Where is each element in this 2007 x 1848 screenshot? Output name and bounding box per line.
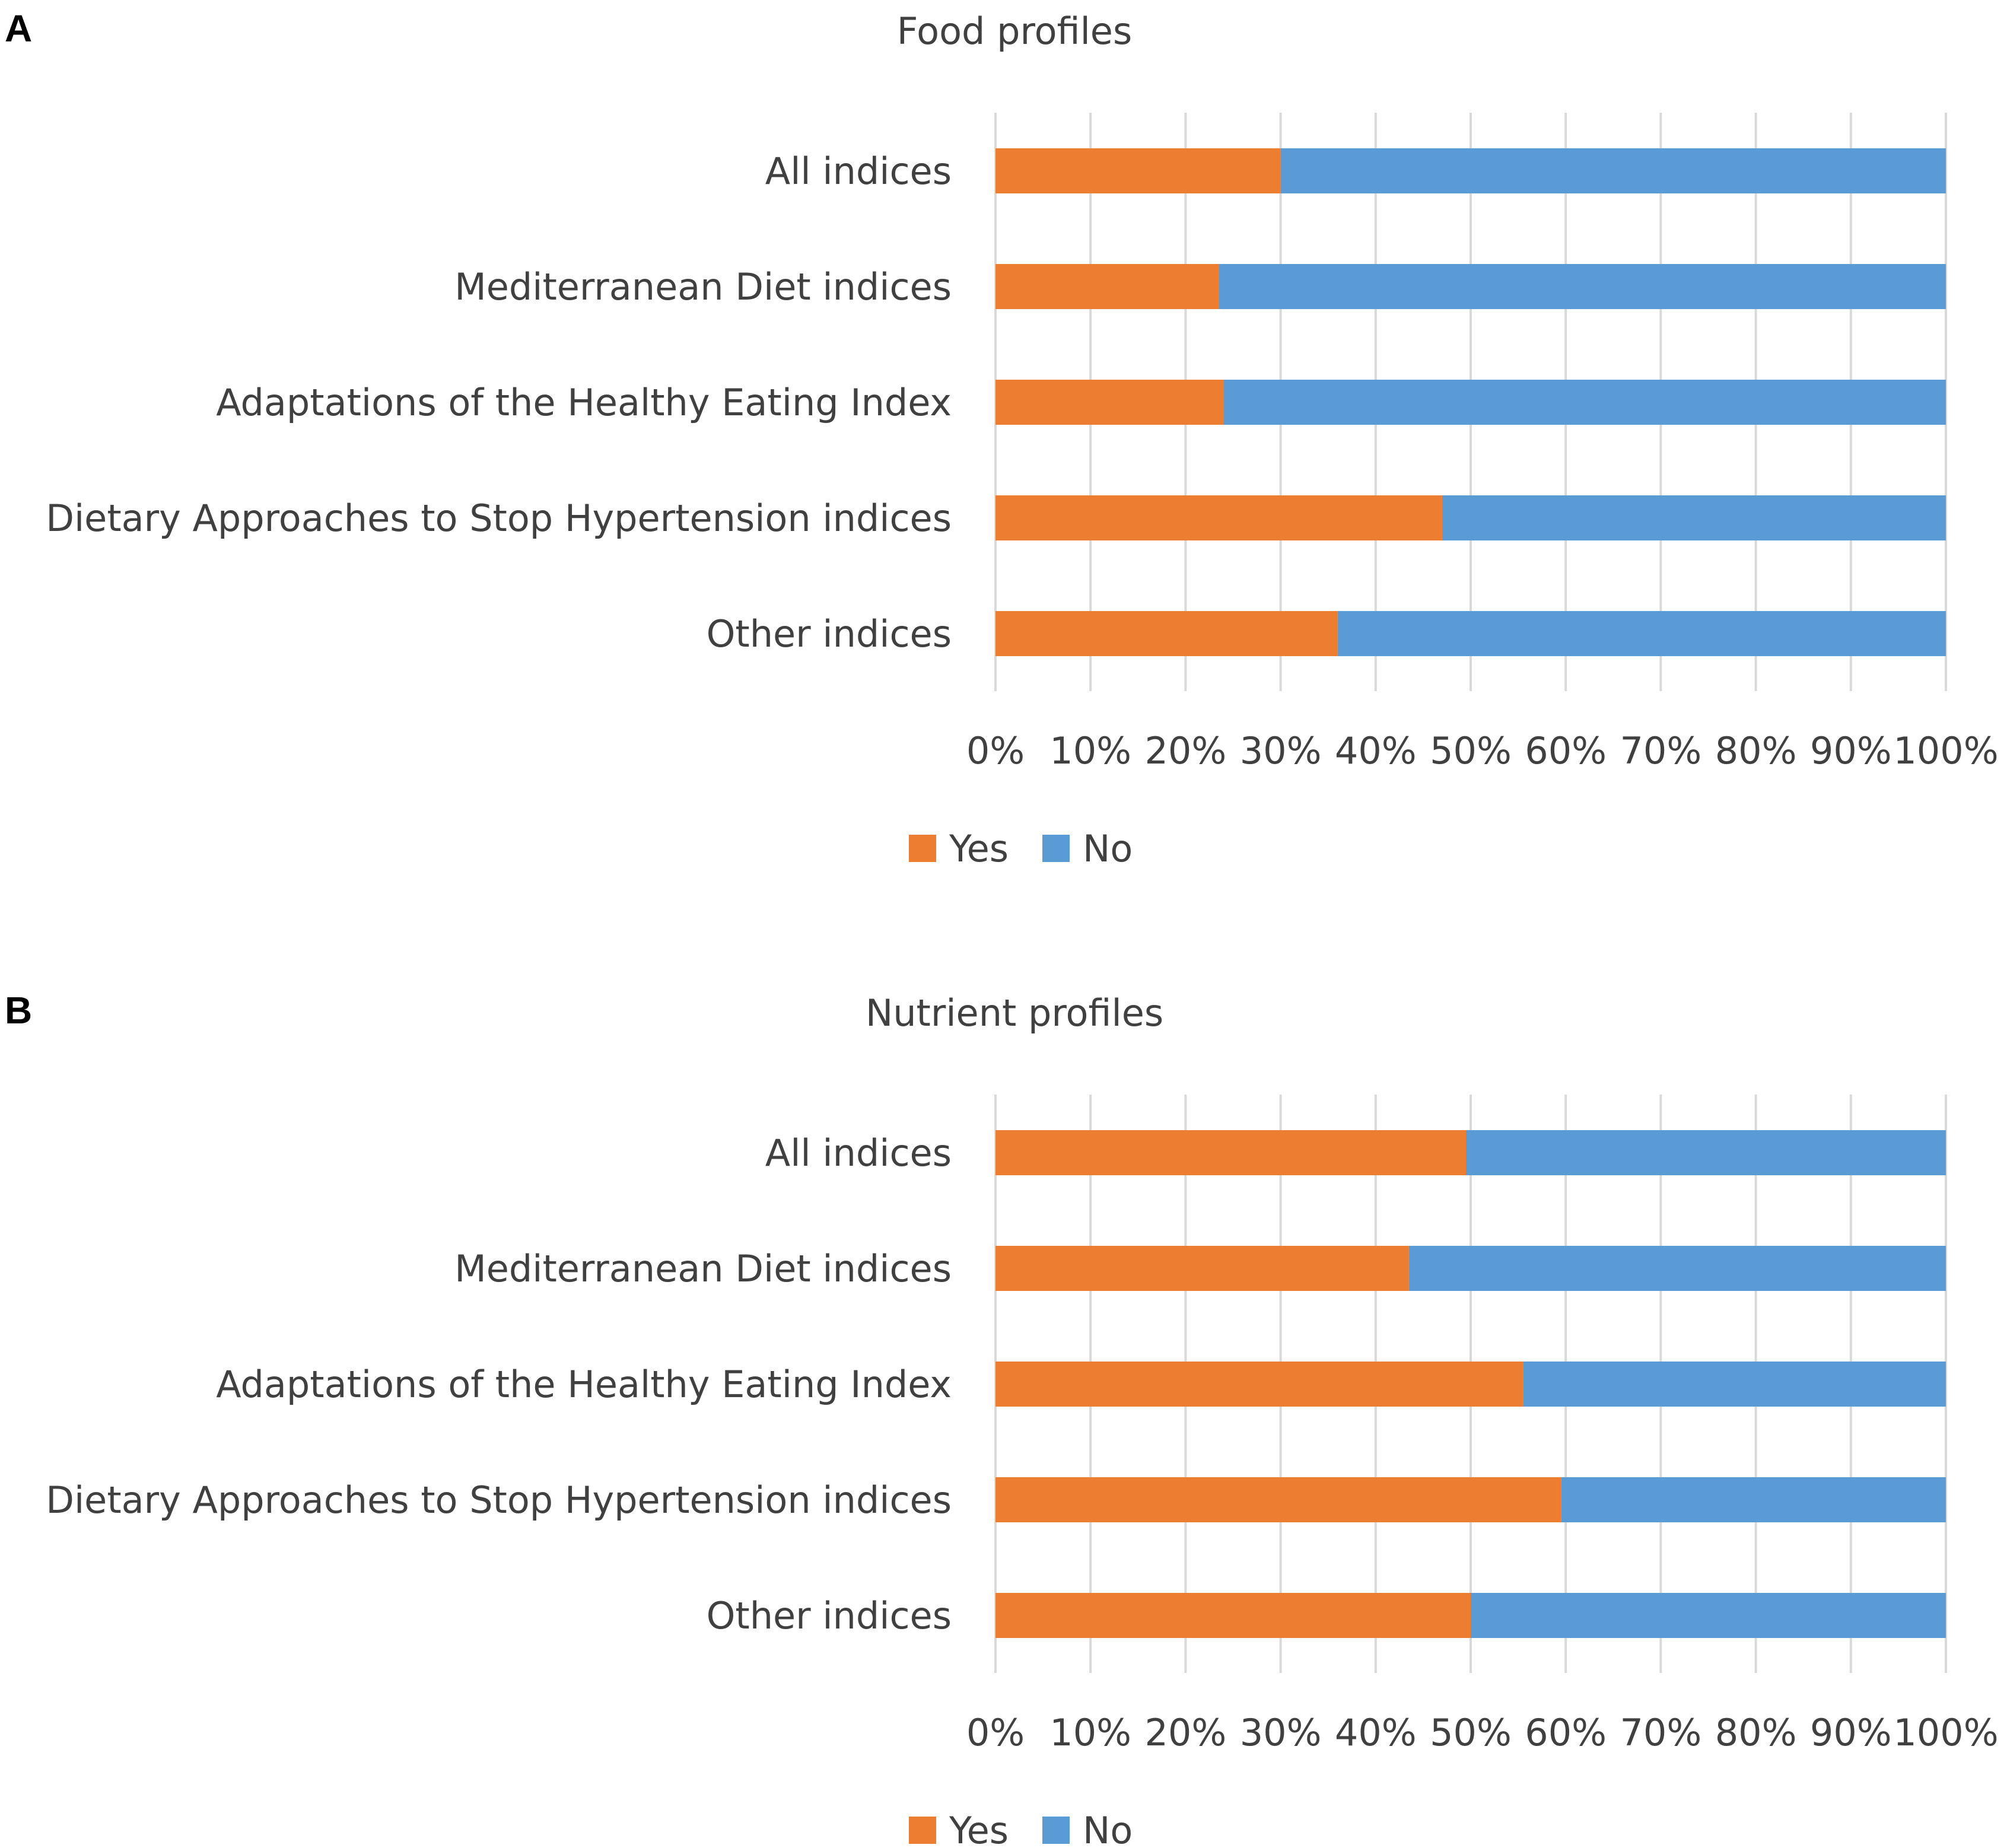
legend-swatch-no xyxy=(1042,1817,1070,1844)
legend-label-no: No xyxy=(1083,1809,1133,1848)
bar-no xyxy=(1523,1362,1946,1407)
category-label: Mediterranean Diet indices xyxy=(454,265,952,308)
x-tick-label: 20% xyxy=(1144,1711,1226,1754)
x-tick-label: 70% xyxy=(1620,729,1701,772)
bar-yes xyxy=(995,611,1338,656)
x-tick-label: 50% xyxy=(1430,1711,1512,1754)
category-label: Other indices xyxy=(707,612,952,656)
legend-swatch-no xyxy=(1042,835,1070,862)
x-tick-label: 90% xyxy=(1810,1711,1892,1754)
panel-b: B Nutrient profiles All indices Mediterrane… xyxy=(5,989,1999,1848)
bar-yes xyxy=(995,380,1224,425)
x-tick-label: 40% xyxy=(1335,729,1417,772)
chart-title: Food profiles xyxy=(897,9,1133,53)
bar-yes xyxy=(995,1130,1466,1175)
legend-swatch-yes xyxy=(909,835,936,862)
bar-no xyxy=(1408,1246,1946,1291)
bar-yes xyxy=(995,148,1281,193)
category-label: Adaptations of the Healthy Eating Index xyxy=(216,1363,952,1406)
bar-no xyxy=(1442,495,1946,540)
legend-label-no: No xyxy=(1083,827,1133,870)
bar-no xyxy=(1219,264,1946,309)
legend-label-yes: Yes xyxy=(949,827,1009,870)
x-tick-label: 70% xyxy=(1620,1711,1701,1754)
x-tick-label: 100% xyxy=(1893,729,1998,772)
x-tick-label: 0% xyxy=(966,729,1025,772)
x-tick-label: 30% xyxy=(1240,1711,1322,1754)
x-tick-label: 10% xyxy=(1049,1711,1131,1754)
panel-letter: A xyxy=(5,7,32,50)
category-label: Mediterranean Diet indices xyxy=(454,1247,952,1290)
panel-letter: B xyxy=(5,989,32,1032)
category-label: All indices xyxy=(765,1131,952,1175)
x-tick-label: 60% xyxy=(1525,729,1607,772)
bar-yes xyxy=(995,1362,1523,1407)
bar-no xyxy=(1561,1477,1946,1522)
bar-yes xyxy=(995,495,1442,540)
x-tick-label: 90% xyxy=(1810,729,1892,772)
x-tick-label: 100% xyxy=(1893,1711,1998,1754)
x-tick-label: 80% xyxy=(1715,1711,1797,1754)
x-tick-label: 0% xyxy=(966,1711,1025,1754)
category-label: Adaptations of the Healthy Eating Index xyxy=(216,381,952,424)
bar-no xyxy=(1223,380,1946,425)
bar-yes xyxy=(995,1593,1471,1638)
bar-yes xyxy=(995,264,1219,309)
bar-yes xyxy=(995,1477,1561,1522)
category-label: All indices xyxy=(765,150,952,193)
x-tick-label: 40% xyxy=(1335,1711,1417,1754)
category-label: Dietary Approaches to Stop Hypertension … xyxy=(46,1478,952,1522)
bar-no xyxy=(1280,148,1946,193)
bar-no xyxy=(1471,1593,1946,1638)
panel-a: A Food profiles All indices Mediterranean D… xyxy=(5,7,1999,870)
bar-no xyxy=(1465,1130,1946,1175)
x-tick-label: 20% xyxy=(1144,729,1226,772)
category-label: Other indices xyxy=(707,1594,952,1637)
x-tick-label: 60% xyxy=(1525,1711,1607,1754)
legend: Yes No xyxy=(909,827,1133,870)
x-tick-label: 10% xyxy=(1049,729,1131,772)
category-label: Dietary Approaches to Stop Hypertension … xyxy=(46,497,952,540)
legend-label-yes: Yes xyxy=(949,1809,1009,1848)
x-tick-label: 50% xyxy=(1430,729,1512,772)
chart-title: Nutrient profiles xyxy=(866,991,1163,1035)
legend-swatch-yes xyxy=(909,1817,936,1844)
x-tick-label: 80% xyxy=(1715,729,1797,772)
x-tick-label: 30% xyxy=(1240,729,1322,772)
legend: Yes No xyxy=(909,1809,1133,1848)
bar-no xyxy=(1337,611,1946,656)
bar-yes xyxy=(995,1246,1409,1291)
